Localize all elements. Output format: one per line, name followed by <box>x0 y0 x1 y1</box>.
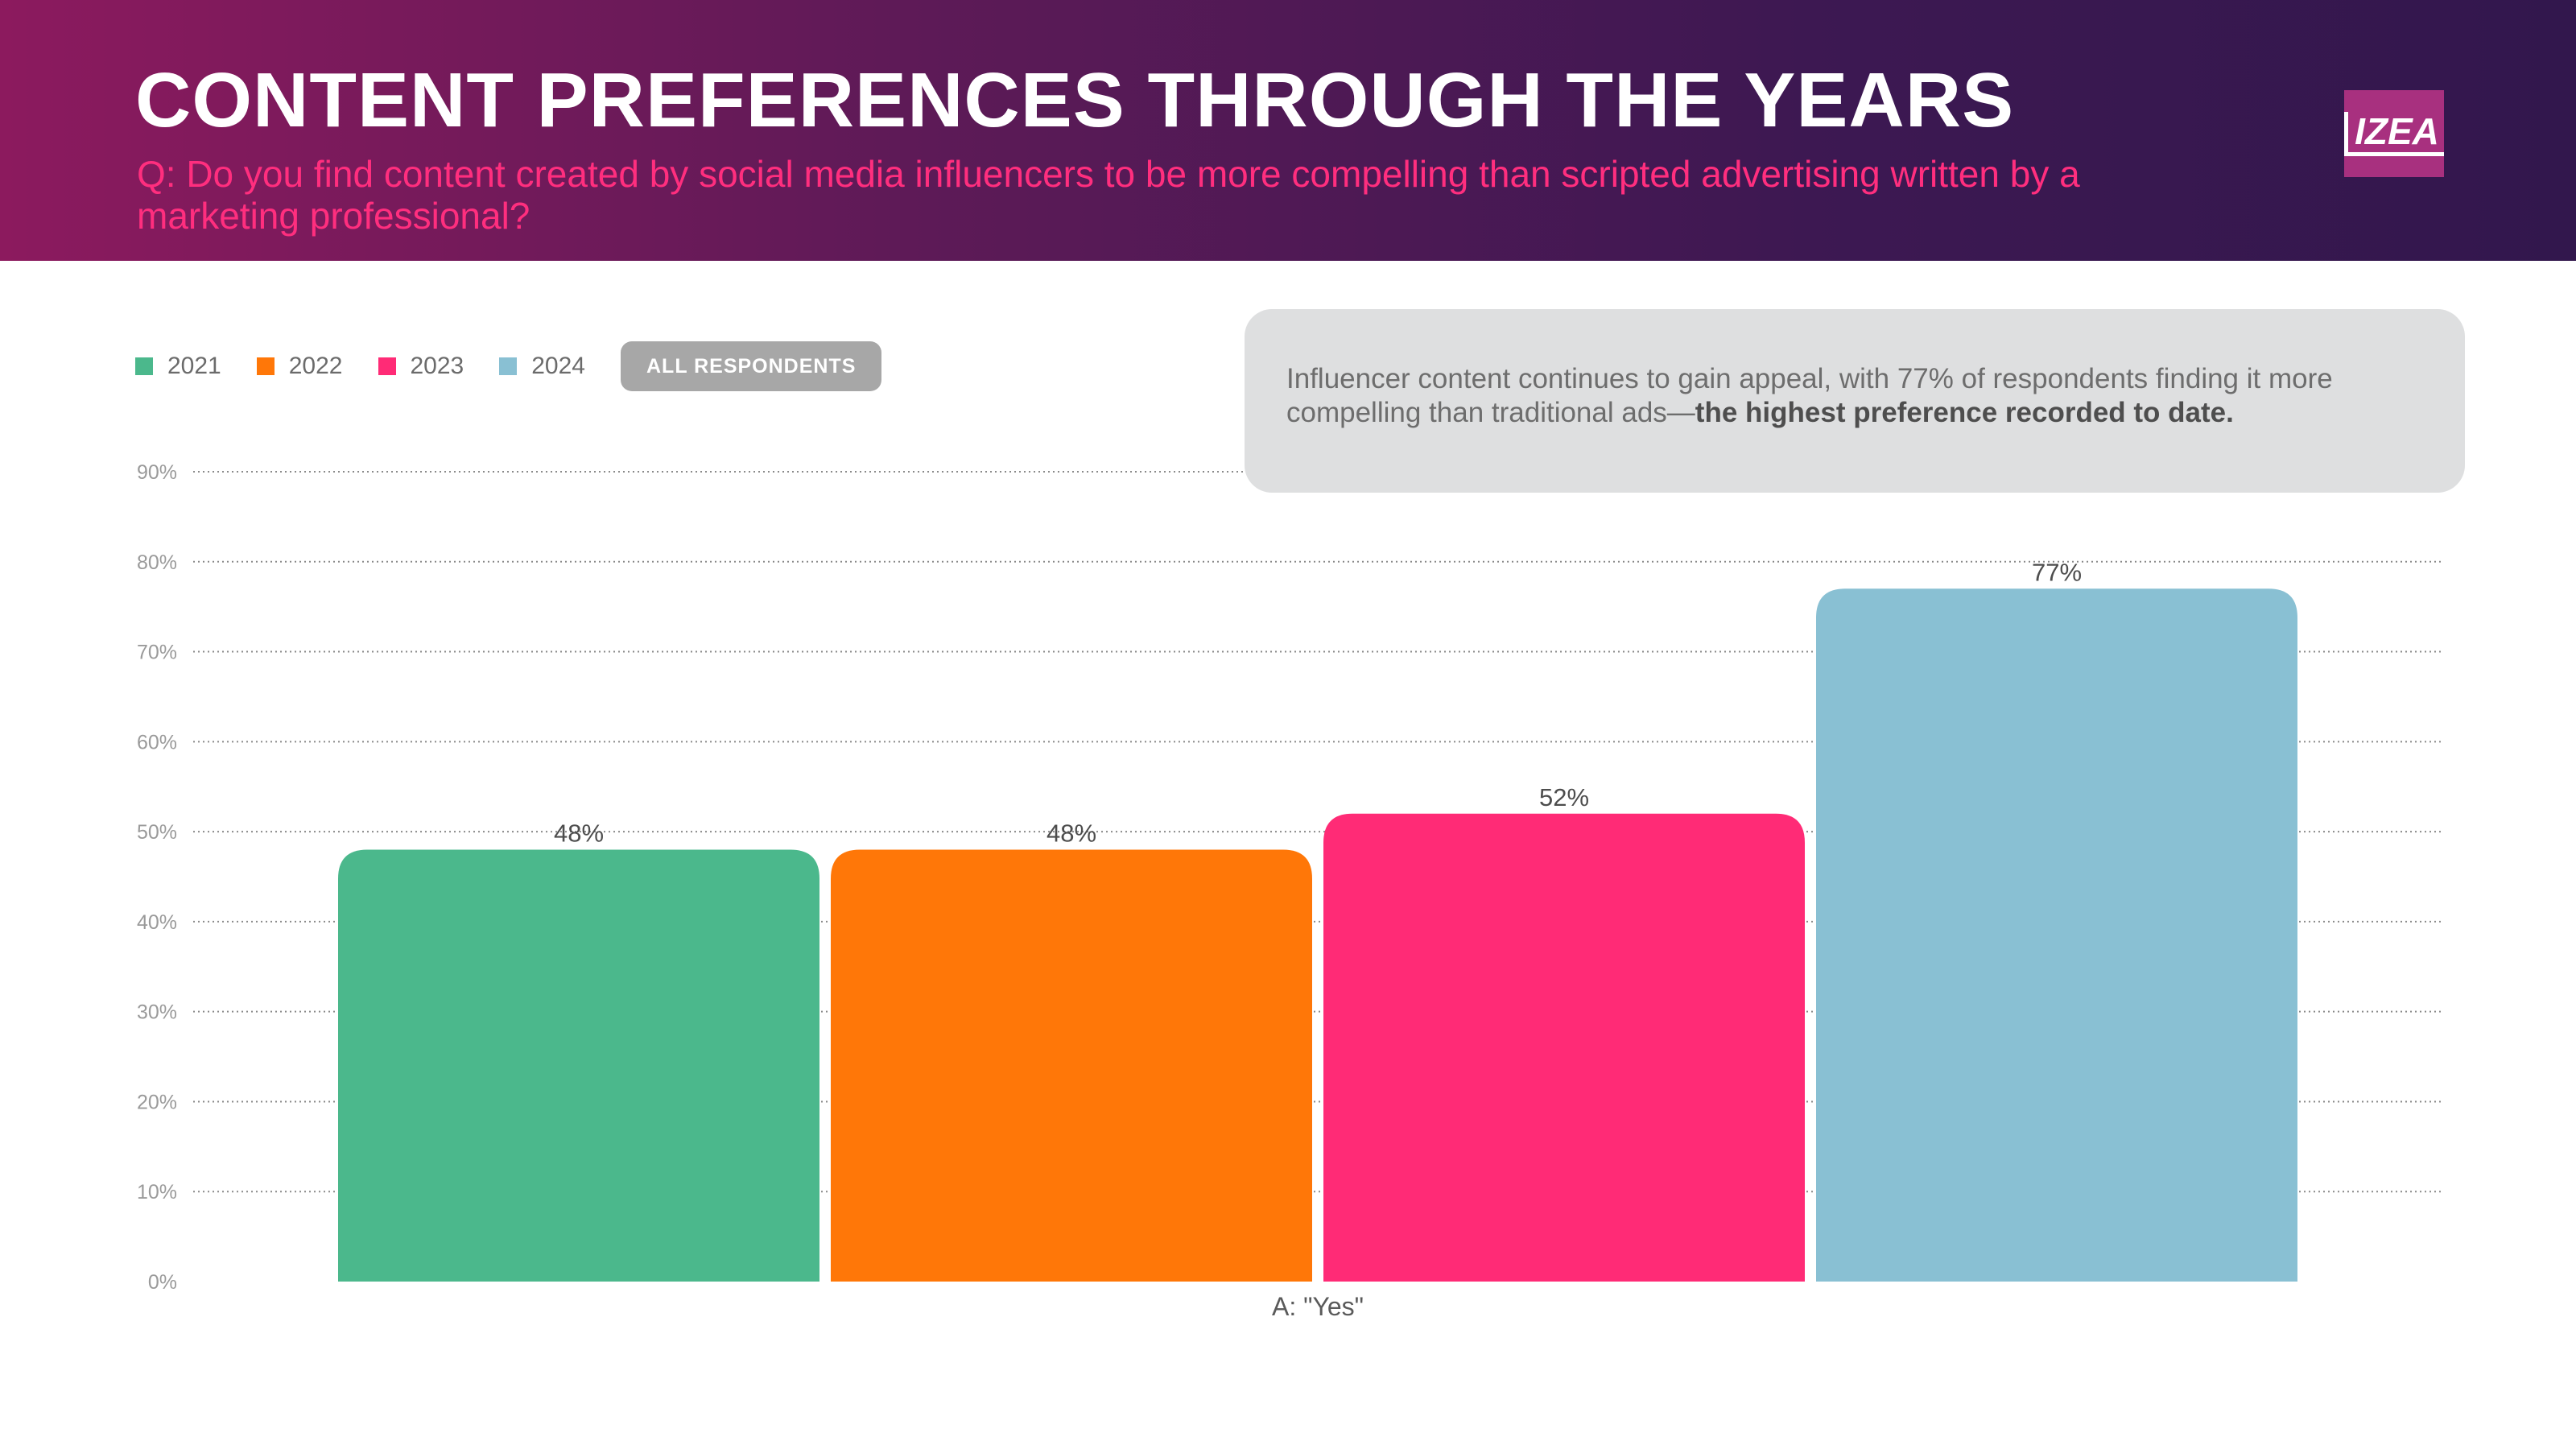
bar-2023 <box>1323 813 1805 1282</box>
data-label-2023: 52% <box>1539 783 1589 811</box>
header-banner: CONTENT PREFERENCES THROUGH THE YEARS Q:… <box>0 0 2576 261</box>
chart-legend: 2021 2022 2023 2024 ALL RESPONDENTS <box>135 341 882 391</box>
page-title: CONTENT PREFERENCES THROUGH THE YEARS <box>135 57 2015 143</box>
callout-text: Influencer content continues to gain app… <box>1286 363 2333 428</box>
legend-item-2024: 2024 <box>499 353 585 380</box>
legend-item-2022: 2022 <box>256 353 343 380</box>
legend-label-2024: 2024 <box>531 353 585 379</box>
legend-item-2023: 2023 <box>378 353 464 380</box>
izea-logo: IZEA <box>2344 90 2444 177</box>
logo-text: IZEA <box>2344 111 2444 156</box>
data-label-2024: 77% <box>2032 558 2082 586</box>
bar-2021 <box>338 849 819 1282</box>
data-label-2022: 48% <box>1046 819 1096 847</box>
y-tick-label: 20% <box>137 1091 177 1113</box>
y-tick-label: 30% <box>137 1001 177 1024</box>
bar-2022 <box>831 849 1312 1282</box>
y-tick-label: 90% <box>137 461 177 484</box>
y-tick-label: 10% <box>137 1181 177 1203</box>
legend-label-2023: 2023 <box>410 353 464 379</box>
legend-swatch-2024 <box>499 357 518 375</box>
y-tick-label: 50% <box>137 821 177 844</box>
callout-highlight: the highest preference recorded to date. <box>1695 397 2234 428</box>
bar-2024 <box>1816 588 2297 1282</box>
y-tick-label: 70% <box>137 642 177 664</box>
legend-item-2021: 2021 <box>135 353 221 380</box>
y-tick-label: 80% <box>137 551 177 574</box>
legend-swatch-2023 <box>378 357 396 375</box>
survey-question: Q: Do you find content created by social… <box>137 153 2080 237</box>
data-label-2021: 48% <box>554 819 604 847</box>
y-tick-label: 60% <box>137 731 177 753</box>
legend-swatch-2021 <box>135 357 153 375</box>
all-respondents-button[interactable]: ALL RESPONDENTS <box>621 341 882 391</box>
y-tick-label: 40% <box>137 911 177 934</box>
insight-callout: Influencer content continues to gain app… <box>1245 309 2465 493</box>
legend-label-2021: 2021 <box>167 353 221 379</box>
x-category-label: A: "Yes" <box>1272 1292 1364 1321</box>
legend-swatch-2022 <box>256 357 275 375</box>
y-tick-label: 0% <box>148 1271 177 1294</box>
legend-label-2022: 2022 <box>288 353 343 379</box>
